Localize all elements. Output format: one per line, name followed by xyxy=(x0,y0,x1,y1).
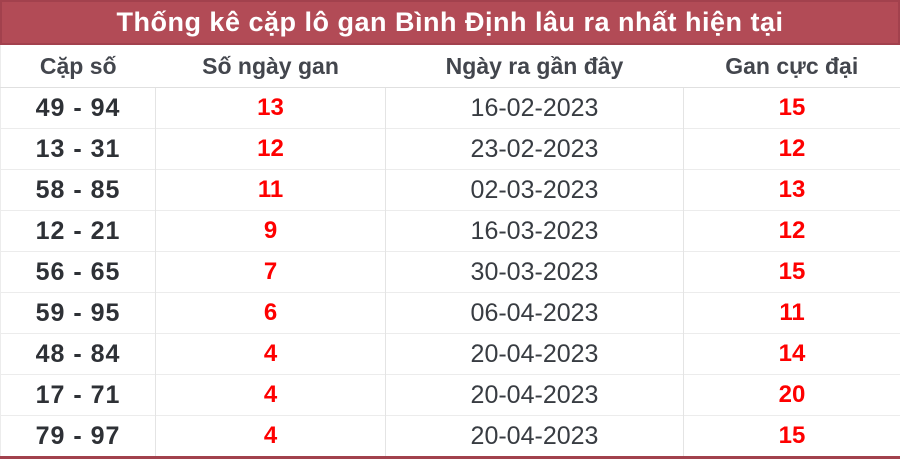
table-row: 79 - 97 4 20-04-2023 15 xyxy=(1,416,900,458)
gan-days-cell: 4 xyxy=(156,334,386,375)
table-row: 59 - 95 6 06-04-2023 11 xyxy=(1,293,900,334)
gan-days-cell: 9 xyxy=(156,211,386,252)
pair-cell: 12 - 21 xyxy=(1,211,156,252)
last-date-cell: 20-04-2023 xyxy=(386,375,684,416)
last-date-cell: 06-04-2023 xyxy=(386,293,684,334)
table-header: Cặp số Số ngày gan Ngày ra gần đây Gan c… xyxy=(1,45,900,88)
max-gan-cell: 14 xyxy=(684,334,900,375)
table-row: 49 - 94 13 16-02-2023 15 xyxy=(1,88,900,129)
max-gan-cell: 15 xyxy=(684,416,900,458)
max-gan-cell: 15 xyxy=(684,88,900,129)
table-row: 56 - 65 7 30-03-2023 15 xyxy=(1,252,900,293)
pair-cell: 17 - 71 xyxy=(1,375,156,416)
max-gan-cell: 12 xyxy=(684,211,900,252)
column-header-pair: Cặp số xyxy=(1,45,156,88)
gan-days-cell: 11 xyxy=(156,170,386,211)
last-date-cell: 02-03-2023 xyxy=(386,170,684,211)
last-date-cell: 23-02-2023 xyxy=(386,129,684,170)
column-header-max-gan: Gan cực đại xyxy=(684,45,900,88)
widget-title-bar: Thống kê cặp lô gan Bình Định lâu ra nhấ… xyxy=(0,0,900,45)
last-date-cell: 16-02-2023 xyxy=(386,88,684,129)
table-row: 48 - 84 4 20-04-2023 14 xyxy=(1,334,900,375)
gan-days-cell: 7 xyxy=(156,252,386,293)
table-row: 13 - 31 12 23-02-2023 12 xyxy=(1,129,900,170)
table-row: 17 - 71 4 20-04-2023 20 xyxy=(1,375,900,416)
column-header-gan-days: Số ngày gan xyxy=(156,45,386,88)
max-gan-cell: 13 xyxy=(684,170,900,211)
pair-cell: 79 - 97 xyxy=(1,416,156,458)
last-date-cell: 20-04-2023 xyxy=(386,416,684,458)
pair-cell: 58 - 85 xyxy=(1,170,156,211)
last-date-cell: 20-04-2023 xyxy=(386,334,684,375)
gan-days-cell: 13 xyxy=(156,88,386,129)
widget-title: Thống kê cặp lô gan Bình Định lâu ra nhấ… xyxy=(116,7,783,38)
gan-days-cell: 6 xyxy=(156,293,386,334)
header-row: Cặp số Số ngày gan Ngày ra gần đây Gan c… xyxy=(1,45,900,88)
max-gan-cell: 15 xyxy=(684,252,900,293)
max-gan-cell: 12 xyxy=(684,129,900,170)
table-body: 49 - 94 13 16-02-2023 15 13 - 31 12 23-0… xyxy=(1,88,900,458)
table-row: 12 - 21 9 16-03-2023 12 xyxy=(1,211,900,252)
column-header-last-date: Ngày ra gần đây xyxy=(386,45,684,88)
pair-cell: 49 - 94 xyxy=(1,88,156,129)
max-gan-cell: 11 xyxy=(684,293,900,334)
gan-days-cell: 4 xyxy=(156,375,386,416)
gan-days-cell: 4 xyxy=(156,416,386,458)
gan-days-cell: 12 xyxy=(156,129,386,170)
pair-cell: 13 - 31 xyxy=(1,129,156,170)
gan-pairs-table: Cặp số Số ngày gan Ngày ra gần đây Gan c… xyxy=(0,45,900,459)
pair-cell: 56 - 65 xyxy=(1,252,156,293)
table-row: 58 - 85 11 02-03-2023 13 xyxy=(1,170,900,211)
max-gan-cell: 20 xyxy=(684,375,900,416)
last-date-cell: 30-03-2023 xyxy=(386,252,684,293)
pair-cell: 48 - 84 xyxy=(1,334,156,375)
pair-cell: 59 - 95 xyxy=(1,293,156,334)
last-date-cell: 16-03-2023 xyxy=(386,211,684,252)
